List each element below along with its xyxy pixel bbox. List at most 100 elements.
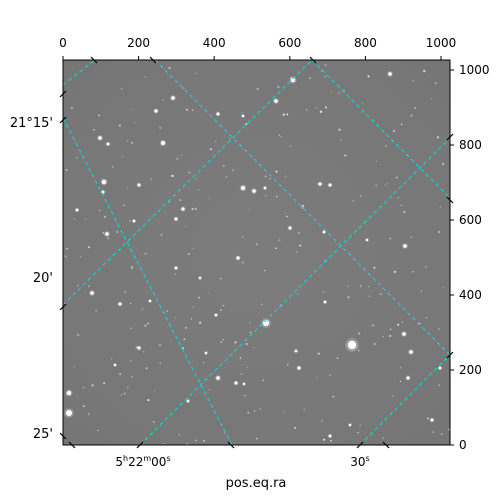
faint-star xyxy=(168,67,171,70)
ra-tick-top xyxy=(309,56,317,64)
dec-label: 20' xyxy=(33,271,53,286)
faint-star xyxy=(325,106,327,109)
faint-star xyxy=(65,168,68,172)
faint-star xyxy=(174,317,177,319)
faint-star xyxy=(344,154,347,157)
bright-star xyxy=(323,300,327,304)
faint-star xyxy=(392,129,396,133)
faint-star xyxy=(361,103,364,105)
faint-star xyxy=(434,82,437,85)
ra-tick-top xyxy=(90,56,98,64)
faint-star xyxy=(168,201,170,203)
bright-star xyxy=(132,219,136,223)
faint-star xyxy=(426,417,429,420)
faint-star xyxy=(389,237,392,240)
right-tick-label: 0 xyxy=(459,438,467,452)
faint-star xyxy=(400,123,403,126)
right-tick-labels: 0 200 400 600 800 1000 xyxy=(459,63,490,452)
faint-star xyxy=(259,408,261,410)
faint-star xyxy=(386,182,388,185)
faint-star xyxy=(400,204,402,206)
faint-star xyxy=(120,88,123,90)
faint-star xyxy=(297,231,300,234)
faint-star xyxy=(163,443,165,445)
bright-star xyxy=(288,226,292,230)
bright-star xyxy=(403,244,407,248)
faint-star xyxy=(438,384,440,386)
faint-star xyxy=(367,75,370,78)
faint-star xyxy=(283,410,285,413)
faint-star xyxy=(171,174,174,178)
faint-star xyxy=(119,373,121,375)
faint-star xyxy=(142,350,145,353)
faint-star xyxy=(176,157,179,160)
faint-star xyxy=(358,349,360,352)
faint-star xyxy=(278,239,281,241)
faint-star xyxy=(357,431,359,434)
top-tick-label: 0 xyxy=(59,36,67,50)
faint-star xyxy=(126,187,128,189)
faint-star xyxy=(185,327,187,329)
faint-star xyxy=(197,189,199,191)
faint-star xyxy=(425,316,428,319)
faint-star xyxy=(158,343,162,347)
faint-star xyxy=(269,178,271,180)
faint-star xyxy=(88,285,90,287)
faint-star xyxy=(130,375,133,378)
bright-star xyxy=(409,350,413,354)
bright-star xyxy=(290,77,296,83)
dec-gridline xyxy=(63,60,313,306)
faint-star xyxy=(76,284,79,287)
faint-star xyxy=(190,318,193,320)
faint-star xyxy=(352,199,355,202)
faint-star xyxy=(103,215,107,218)
faint-star xyxy=(208,197,210,199)
faint-star xyxy=(347,296,350,299)
faint-star xyxy=(121,156,124,158)
faint-star xyxy=(102,232,105,234)
faint-star xyxy=(360,195,362,197)
faint-star xyxy=(97,429,99,432)
faint-star xyxy=(223,165,225,167)
bright-star xyxy=(297,366,301,370)
faint-star xyxy=(430,97,432,99)
bright-star xyxy=(204,351,208,355)
faint-star xyxy=(320,420,323,423)
ra-tick-bottom xyxy=(227,441,235,449)
faint-star xyxy=(93,128,95,131)
faint-star xyxy=(247,411,249,414)
star-field xyxy=(63,64,450,445)
faint-star xyxy=(144,76,146,78)
faint-star xyxy=(317,352,320,355)
faint-star xyxy=(389,328,392,331)
faint-star xyxy=(130,359,132,362)
faint-star xyxy=(191,109,194,111)
faint-star xyxy=(375,184,378,187)
faint-star xyxy=(280,136,282,138)
faint-star xyxy=(440,433,443,435)
faint-star xyxy=(368,295,371,297)
bright-star xyxy=(241,114,245,118)
faint-star xyxy=(384,184,387,186)
faint-star xyxy=(133,121,136,124)
faint-star xyxy=(73,365,75,368)
dec-tick-left xyxy=(59,90,67,98)
faint-star xyxy=(324,76,326,78)
faint-star xyxy=(185,108,189,111)
bright-star xyxy=(161,141,165,145)
faint-star xyxy=(410,236,412,238)
top-tick-label: 400 xyxy=(203,36,226,50)
right-pixel-axis xyxy=(450,69,454,446)
faint-star xyxy=(126,386,129,389)
faint-star xyxy=(150,178,153,181)
bright-star xyxy=(174,266,178,270)
faint-star xyxy=(181,154,183,156)
faint-star xyxy=(191,208,194,211)
faint-star xyxy=(130,266,134,269)
dec-tick-left xyxy=(59,303,67,311)
faint-star xyxy=(275,195,278,198)
bright-star xyxy=(186,399,190,403)
faint-star xyxy=(397,323,400,326)
faint-star xyxy=(249,331,252,334)
faint-star xyxy=(412,79,415,82)
